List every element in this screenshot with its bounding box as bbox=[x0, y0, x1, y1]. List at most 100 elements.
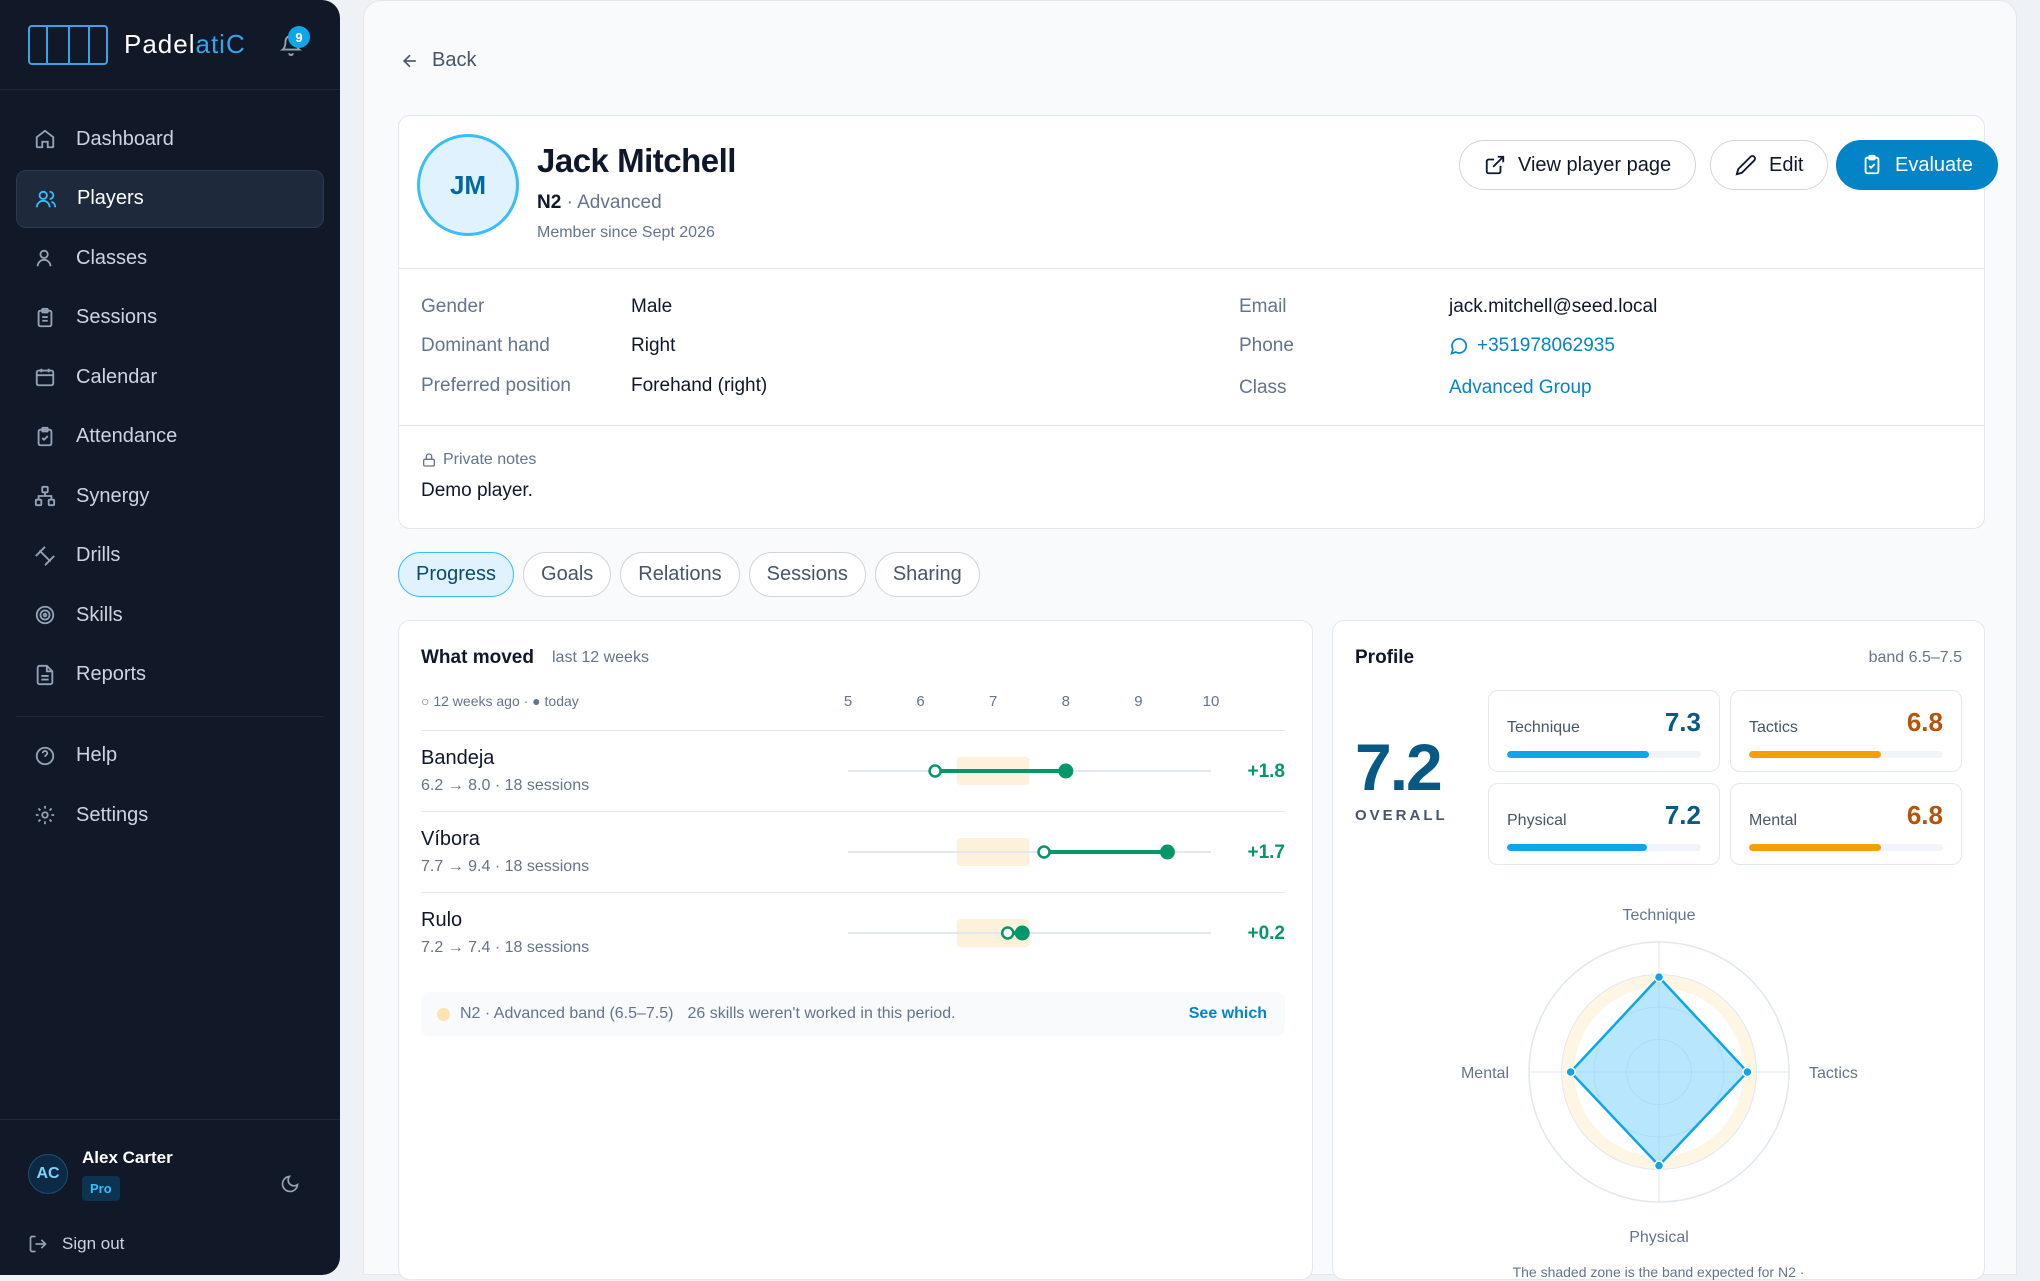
sidebar-nav: Dashboard Players Classes Sessions Calendar A… bbox=[0, 90, 340, 844]
skill-card-tactics[interactable]: Tactics 6.8 bbox=[1730, 690, 1962, 772]
phone-link[interactable]: +351978062935 bbox=[1449, 335, 1615, 357]
file-icon bbox=[36, 664, 54, 685]
sidebar-item-attendance[interactable]: Attendance bbox=[16, 408, 324, 466]
radar-axis-label: Physical bbox=[1629, 1229, 1689, 1246]
sidebar-item-label: Attendance bbox=[76, 425, 178, 447]
skill-progress-fill bbox=[1507, 751, 1649, 758]
range-track bbox=[848, 838, 1211, 866]
radar-point bbox=[1565, 1066, 1576, 1078]
skill-card-value: 6.8 bbox=[1906, 707, 1943, 737]
help-icon bbox=[35, 746, 55, 765]
tab-sessions[interactable]: Sessions bbox=[748, 552, 866, 597]
class-label: Class bbox=[1239, 377, 1287, 398]
lock-icon bbox=[423, 453, 435, 467]
skill-name: Bandeja bbox=[421, 747, 495, 769]
brand[interactable]: PadelatiC 9 bbox=[0, 0, 340, 90]
sign-out-button[interactable]: Sign out bbox=[28, 1234, 124, 1254]
back-link[interactable]: Back bbox=[400, 49, 476, 72]
divider bbox=[399, 268, 1984, 269]
sidebar-item-help[interactable]: Help bbox=[16, 727, 324, 785]
skill-progress-fill bbox=[1749, 844, 1881, 851]
sidebar-item-sessions[interactable]: Sessions bbox=[16, 289, 324, 347]
tab-progress[interactable]: Progress bbox=[398, 552, 515, 597]
user-area: AC Alex Carter Pro Sign out bbox=[0, 1119, 340, 1275]
users-icon bbox=[35, 190, 57, 207]
email-value: jack.mitchell@seed.local bbox=[1449, 296, 1658, 317]
home-icon bbox=[35, 129, 55, 149]
sidebar-item-settings[interactable]: Settings bbox=[16, 786, 324, 844]
phone-label: Phone bbox=[1239, 335, 1294, 356]
sidebar-item-calendar[interactable]: Calendar bbox=[16, 348, 324, 406]
skill-card-technique[interactable]: Technique 7.3 bbox=[1488, 690, 1720, 772]
skill-card-physical[interactable]: Physical 7.2 bbox=[1488, 783, 1720, 865]
class-link[interactable]: Advanced Group bbox=[1449, 377, 1592, 398]
skill-delta: +0.2 bbox=[1247, 923, 1285, 944]
skill-progress-bar bbox=[1507, 751, 1701, 758]
skill-delta: +1.8 bbox=[1247, 761, 1285, 782]
what-moved-subtitle: last 12 weeks bbox=[552, 649, 649, 666]
sidebar-item-label: Skills bbox=[76, 603, 123, 626]
user-name: Alex Carter bbox=[82, 1148, 173, 1167]
start-marker bbox=[1000, 926, 1015, 940]
skill-row[interactable]: Bandeja 6.2 → 8.0 · 18 sessions +1.8 bbox=[421, 730, 1285, 810]
tab-relations[interactable]: Relations bbox=[620, 552, 740, 597]
sidebar-item-label: Calendar bbox=[76, 365, 158, 388]
profile-title: Profile bbox=[1355, 647, 1415, 668]
scale-tick-label: 10 bbox=[1202, 693, 1220, 710]
clipboard-check-icon bbox=[1864, 154, 1880, 175]
see-which-link[interactable]: See which bbox=[1188, 1005, 1267, 1022]
avatar[interactable]: AC bbox=[28, 1154, 68, 1194]
what-moved-card: What moved last 12 weeks ○ 12 weeks ago … bbox=[398, 620, 1313, 1280]
skill-progress-bar bbox=[1749, 844, 1943, 851]
scale-tick-label: 5 bbox=[843, 693, 853, 710]
skill-change: 7.7 → 9.4 · 18 sessions bbox=[421, 858, 590, 875]
scale-tick-label: 9 bbox=[1134, 693, 1143, 710]
tab-sharing[interactable]: Sharing bbox=[874, 552, 980, 597]
sidebar-item-dashboard[interactable]: Dashboard bbox=[16, 110, 324, 168]
evaluate-button[interactable]: Evaluate bbox=[1836, 140, 1998, 190]
profile-band: band 6.5–7.5 bbox=[1868, 649, 1962, 666]
sidebar-item-skills[interactable]: Skills bbox=[16, 586, 324, 644]
clipboard-check-icon bbox=[37, 426, 53, 446]
pencil-icon bbox=[1735, 155, 1756, 176]
tab-goals[interactable]: Goals bbox=[523, 552, 612, 597]
hand-label: Dominant hand bbox=[421, 335, 550, 356]
skill-name: Víbora bbox=[421, 828, 480, 850]
range-track bbox=[848, 919, 1211, 947]
profile-card: Profile band 6.5–7.5 7.2 OVERALL Techniq… bbox=[1332, 620, 1985, 1280]
band-note: N2 · Advanced band (6.5–7.5) 26 skills w… bbox=[421, 992, 1285, 1036]
skill-progress-bar bbox=[1749, 751, 1943, 758]
position-label: Preferred position bbox=[421, 375, 571, 396]
skill-progress-fill bbox=[1749, 751, 1881, 758]
tabs: Progress Goals Relations Sessions Sharing bbox=[398, 552, 989, 597]
external-link-icon bbox=[1485, 155, 1505, 175]
radar-axis-label: Mental bbox=[1461, 1065, 1509, 1082]
whatsapp-icon bbox=[1450, 337, 1468, 355]
sidebar-item-classes[interactable]: Classes bbox=[16, 229, 324, 287]
position-value: Forehand (right) bbox=[631, 375, 768, 396]
member-since: Member since Sept 2026 bbox=[537, 224, 715, 241]
skill-row[interactable]: Víbora 7.7 → 9.4 · 18 sessions +1.7 bbox=[421, 811, 1285, 891]
skill-card-mental[interactable]: Mental 6.8 bbox=[1730, 783, 1962, 865]
radar-point bbox=[1653, 971, 1665, 983]
view-player-page-button[interactable]: View player page bbox=[1459, 140, 1697, 190]
logout-icon bbox=[29, 1235, 47, 1253]
scale-tick-label: 8 bbox=[1061, 693, 1070, 710]
private-notes-text: Demo player. bbox=[421, 480, 533, 501]
radar-chart: Technique Tactics Physical Mental bbox=[1461, 907, 1858, 1246]
skill-card-value: 7.2 bbox=[1664, 800, 1701, 830]
edit-button[interactable]: Edit bbox=[1710, 140, 1829, 190]
sidebar-item-reports[interactable]: Reports bbox=[16, 646, 324, 704]
sidebar-item-label: Sessions bbox=[76, 306, 158, 328]
moon-icon[interactable] bbox=[280, 1174, 300, 1194]
target-icon bbox=[35, 605, 55, 625]
sidebar-item-label: Drills bbox=[76, 544, 121, 566]
sidebar-item-players[interactable]: Players bbox=[16, 169, 324, 228]
sidebar-item-synergy[interactable]: Synergy bbox=[16, 467, 324, 525]
radar-point bbox=[1742, 1066, 1753, 1078]
start-marker bbox=[1037, 845, 1051, 859]
sidebar-item-drills[interactable]: Drills bbox=[16, 527, 324, 585]
skill-row[interactable]: Rulo 7.2 → 7.4 · 18 sessions +0.2 bbox=[421, 892, 1285, 972]
app-name: PadelatiC bbox=[124, 29, 246, 59]
start-marker bbox=[928, 764, 942, 778]
